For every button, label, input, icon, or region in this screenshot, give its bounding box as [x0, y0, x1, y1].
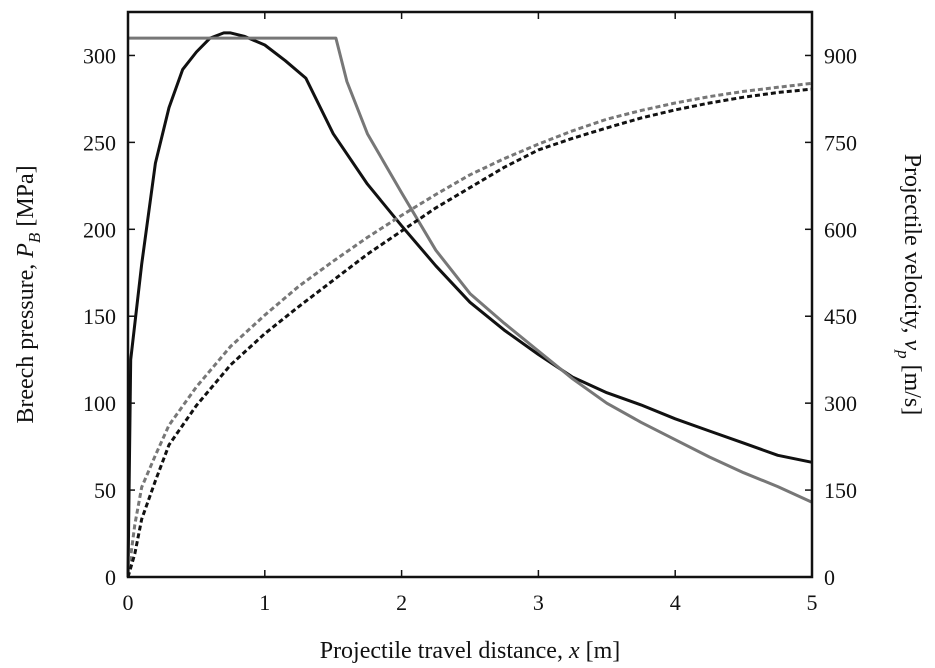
x-tick-label: 1: [259, 590, 270, 615]
x-tick-label: 4: [670, 590, 681, 615]
y-right-label-symbol: v: [899, 339, 925, 350]
y-right-tick-label: 750: [824, 130, 857, 155]
x-tick-label: 2: [396, 590, 407, 615]
y-right-tick-label: 450: [824, 304, 857, 329]
y-right-label-text: Projectile velocity,: [899, 154, 925, 340]
y-left-tick-label: 100: [83, 391, 116, 416]
x-tick-label: 0: [123, 590, 134, 615]
y-left-tick-label: 200: [83, 217, 116, 242]
y-right-label-unit: [m/s]: [899, 359, 925, 416]
y-axis-left-label: Breech pressure, PB [MPa]: [13, 165, 44, 423]
y-right-tick-label: 0: [824, 565, 835, 590]
y-axis-right-label: Projectile velocity, vp [m/s]: [894, 154, 925, 416]
y-right-tick-label: 900: [824, 43, 857, 68]
y-right-label-subscript: p: [894, 349, 913, 359]
series-line-3: [126, 81, 813, 578]
y-left-tick-label: 250: [83, 130, 116, 155]
x-tick-label: 3: [533, 590, 544, 615]
x-axis-label-symbol: x: [568, 638, 580, 664]
x-tick-label: 5: [807, 590, 818, 615]
y-left-tick-label: 150: [83, 304, 116, 329]
ticks-layer: 0 1 2 3 4 50501001502002503000150300450600750…: [83, 12, 857, 615]
y-left-tick-label: 50: [94, 478, 116, 503]
series-line-1: [126, 31, 813, 578]
y-left-tick-label: 300: [83, 43, 116, 68]
y-left-label-text: Breech pressure,: [13, 258, 39, 424]
y-left-label-unit: [MPa]: [13, 165, 39, 232]
y-right-tick-label: 150: [824, 478, 857, 503]
y-right-tick-label: 600: [824, 217, 857, 242]
x-axis-label: Projectile travel distance, x [m]: [320, 638, 621, 664]
y-right-tick-label: 300: [824, 391, 857, 416]
x-axis-label-unit: [m]: [580, 638, 621, 664]
series-layer: [126, 31, 813, 578]
y-left-label-symbol: P: [13, 243, 39, 259]
plot-area-frame: [126, 10, 814, 579]
y-left-label-subscript: B: [25, 232, 44, 243]
x-axis-label-text: Projectile travel distance,: [320, 638, 569, 664]
series-line-2: [128, 36, 813, 504]
series-line-4: [126, 87, 813, 578]
y-left-tick-label: 0: [105, 565, 116, 590]
